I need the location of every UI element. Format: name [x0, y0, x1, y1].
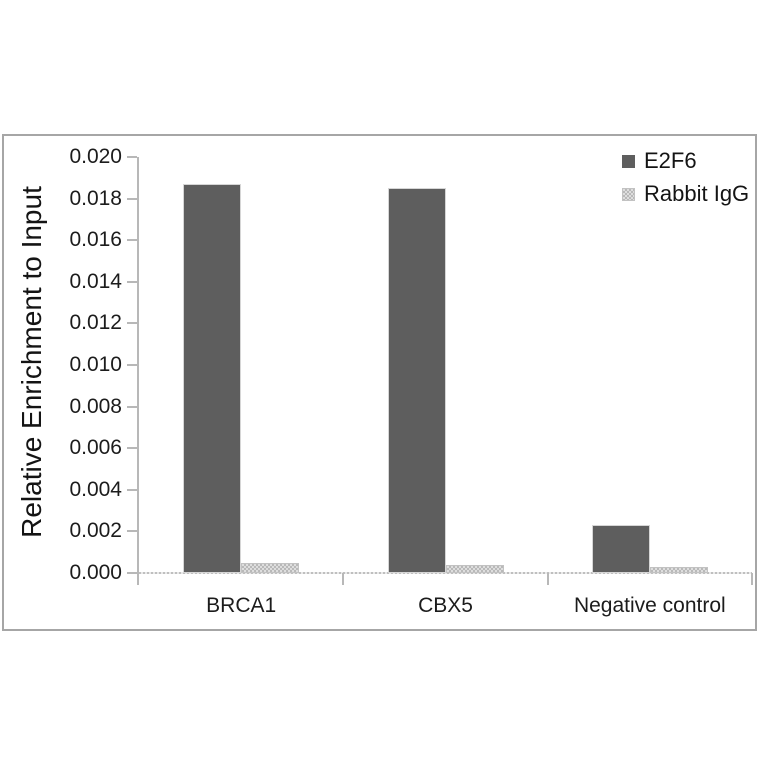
y-tick-label: 0.010	[69, 353, 122, 376]
y-tick-label: 0.002	[69, 519, 122, 543]
x-axis-line	[139, 572, 752, 574]
chart-frame: Relative Enrichment to Input 0.000 0.002 0…	[2, 134, 757, 631]
y-tick-label: 0.008	[69, 394, 122, 418]
bar-e2f6-cbx5	[387, 188, 446, 573]
y-tick-mark	[127, 322, 137, 325]
x-category-label-cbx5: CBX5	[418, 594, 473, 617]
y-tick-mark	[127, 364, 137, 366]
y-tick-mark	[127, 239, 137, 242]
y-tick-label: 0.018	[69, 186, 122, 210]
y-tick-label: 0.016	[69, 228, 122, 252]
y-tick-mark	[127, 405, 137, 408]
x-category-label-negative-control: Negative control	[573, 594, 726, 617]
legend-swatch-e2f6	[622, 154, 635, 168]
y-tick-mark	[127, 530, 137, 533]
y-tick-mark	[127, 447, 137, 450]
legend-swatch-rabbit-igg	[622, 187, 635, 201]
y-tick-mark	[127, 156, 137, 158]
legend-item-rabbit-igg: Rabbit IgG	[622, 181, 749, 207]
bar-rabbit-igg-negative-control	[649, 567, 708, 573]
y-axis-line	[137, 157, 139, 585]
legend-label-e2f6: E2F6	[644, 148, 697, 173]
y-tick-mark	[127, 280, 137, 283]
y-tick-label: 0.012	[69, 311, 122, 335]
legend-item-e2f6: E2F6	[622, 148, 749, 174]
legend-label-rabbit-igg: Rabbit IgG	[644, 181, 750, 206]
x-category-label-brca1: BRCA1	[206, 594, 277, 617]
y-tick-label: 0.020	[69, 145, 122, 168]
bar-e2f6-brca1	[183, 184, 242, 573]
y-tick-mark	[127, 197, 137, 200]
y-tick-label: 0.004	[69, 477, 122, 501]
x-tick-mark	[751, 573, 753, 585]
bar-rabbit-igg-brca1	[241, 563, 300, 573]
bar-rabbit-igg-cbx5	[445, 565, 504, 573]
x-tick-mark	[546, 573, 549, 585]
y-tick-label: 0.000	[69, 561, 122, 584]
y-tick-label: 0.014	[69, 269, 122, 293]
x-tick-mark	[342, 573, 345, 585]
bar-e2f6-negative-control	[591, 525, 650, 573]
y-tick-label: 0.006	[69, 436, 122, 460]
y-tick-mark	[127, 572, 137, 574]
plot-area: 0.000 0.002 0.004 0.006 0.008 0.010 0.012 0.014…	[4, 136, 755, 629]
y-tick-mark	[127, 488, 137, 491]
legend: E2F6 Rabbit IgG	[622, 148, 749, 214]
